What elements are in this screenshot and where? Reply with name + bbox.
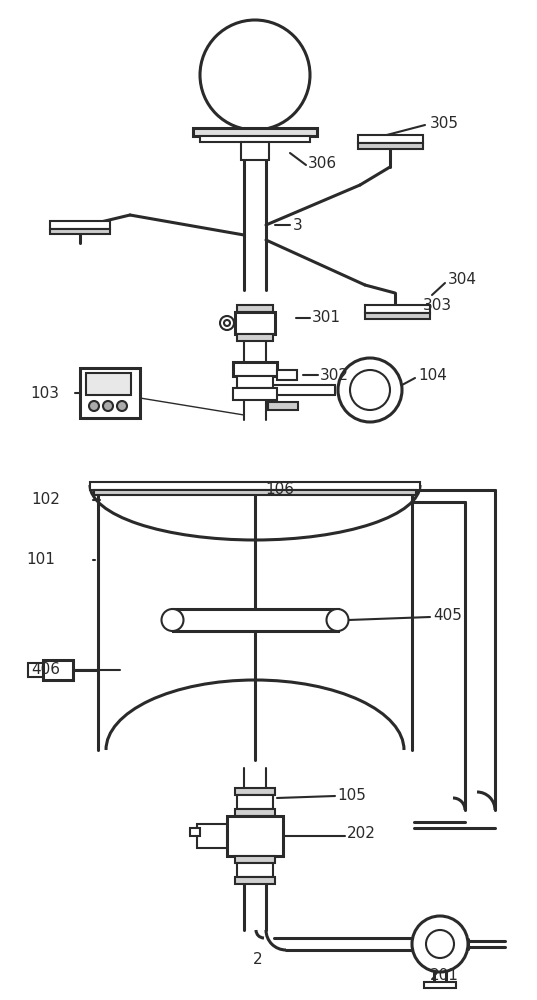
Bar — [190, 828, 200, 836]
Bar — [277, 370, 297, 380]
Bar — [43, 660, 73, 680]
Circle shape — [426, 930, 454, 958]
Bar — [193, 128, 317, 136]
Text: 302: 302 — [320, 367, 349, 382]
Text: 301: 301 — [312, 310, 341, 326]
Bar — [358, 143, 423, 149]
Bar — [241, 142, 269, 160]
Circle shape — [103, 401, 113, 411]
Text: 104: 104 — [418, 368, 447, 383]
Text: 305: 305 — [430, 115, 459, 130]
Ellipse shape — [200, 20, 310, 130]
Circle shape — [220, 316, 234, 330]
Bar — [86, 373, 131, 395]
Circle shape — [89, 401, 99, 411]
Bar — [235, 856, 275, 863]
Text: 202: 202 — [347, 826, 376, 842]
Text: 2: 2 — [253, 952, 263, 968]
Bar — [358, 135, 423, 143]
Bar — [172, 609, 337, 631]
Circle shape — [412, 916, 468, 972]
Bar — [365, 313, 430, 319]
Bar — [200, 136, 310, 142]
Text: 306: 306 — [308, 155, 337, 170]
Bar — [268, 385, 335, 395]
Bar — [235, 877, 275, 884]
Text: 304: 304 — [448, 272, 477, 288]
Circle shape — [224, 320, 230, 326]
Text: 103: 103 — [30, 385, 59, 400]
Bar — [237, 795, 273, 809]
Text: 102: 102 — [31, 492, 60, 508]
Text: 405: 405 — [433, 607, 462, 622]
Bar — [50, 221, 110, 229]
Bar — [424, 982, 456, 988]
Text: 303: 303 — [423, 298, 452, 312]
Bar — [268, 402, 298, 410]
Bar — [50, 229, 110, 234]
Text: 105: 105 — [337, 788, 366, 804]
Bar — [237, 334, 273, 341]
Bar — [237, 863, 273, 877]
Bar — [28, 663, 43, 677]
Text: 106: 106 — [265, 483, 294, 497]
Bar — [237, 305, 273, 312]
Text: 201: 201 — [430, 968, 459, 982]
Ellipse shape — [162, 609, 184, 631]
Text: 3: 3 — [293, 218, 303, 232]
Text: 101: 101 — [26, 552, 55, 568]
Bar — [365, 305, 430, 313]
Bar — [233, 388, 277, 400]
Bar — [227, 816, 283, 856]
Bar — [235, 809, 275, 816]
Circle shape — [338, 358, 402, 422]
Bar — [197, 824, 227, 848]
Bar — [237, 376, 273, 388]
Ellipse shape — [326, 609, 349, 631]
Text: 406: 406 — [31, 662, 60, 678]
Circle shape — [350, 370, 390, 410]
Circle shape — [117, 401, 127, 411]
Bar — [233, 362, 277, 376]
Bar — [94, 490, 416, 495]
Bar — [235, 312, 275, 334]
Bar — [80, 368, 140, 418]
Bar — [90, 482, 420, 490]
Bar — [235, 788, 275, 795]
